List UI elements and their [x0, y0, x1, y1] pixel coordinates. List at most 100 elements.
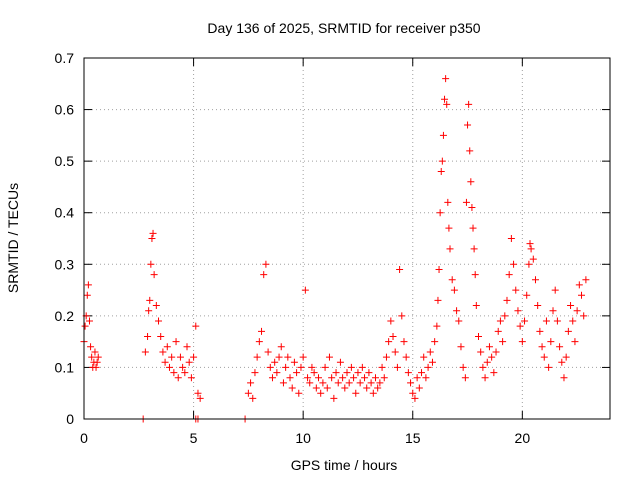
data-point — [402, 353, 410, 361]
data-point — [409, 389, 417, 397]
data-point — [176, 353, 184, 361]
data-point — [93, 358, 101, 366]
data-point — [529, 255, 537, 263]
x-tick-label: 10 — [295, 430, 311, 446]
data-point — [413, 374, 421, 382]
x-axis-label: GPS time / hours — [291, 457, 398, 473]
data-point — [321, 363, 329, 371]
data-point — [424, 363, 432, 371]
data-point — [163, 343, 171, 351]
data-point — [527, 245, 535, 253]
data-point — [356, 379, 364, 387]
data-point — [152, 302, 160, 310]
data-point — [190, 353, 198, 361]
data-point — [573, 307, 581, 315]
data-point — [453, 307, 461, 315]
data-point — [275, 353, 283, 361]
data-point — [183, 343, 191, 351]
data-point — [455, 317, 463, 325]
chart-title: Day 136 of 2025, SRMTID for receiver p35… — [207, 20, 480, 36]
data-point — [553, 317, 561, 325]
y-tick-label: 0.5 — [55, 153, 75, 169]
data-point — [312, 384, 320, 392]
data-point — [91, 348, 99, 356]
data-point — [299, 353, 307, 361]
data-point — [475, 332, 482, 340]
data-point — [94, 353, 102, 361]
data-point — [396, 265, 404, 273]
data-point — [378, 363, 386, 371]
data-point — [462, 198, 470, 206]
data-point — [582, 276, 590, 284]
data-point — [438, 157, 446, 165]
data-point — [441, 95, 449, 103]
data-point — [446, 245, 454, 253]
y-tick-label: 0.2 — [55, 308, 75, 324]
data-point — [361, 374, 369, 382]
data-point — [415, 384, 423, 392]
data-point — [380, 374, 388, 382]
data-point — [470, 245, 478, 253]
data-point — [420, 353, 428, 361]
data-point — [545, 363, 553, 371]
plot-frame — [83, 57, 611, 420]
data-point — [512, 286, 520, 294]
data-point — [317, 389, 325, 397]
data-point — [297, 363, 305, 371]
data-point — [161, 358, 169, 366]
data-point — [411, 394, 419, 402]
data-point — [464, 121, 472, 129]
data-point — [567, 302, 575, 310]
data-point — [293, 369, 301, 377]
data-point — [341, 384, 349, 392]
data-point — [534, 302, 542, 310]
data-point — [551, 286, 559, 294]
data-point — [374, 384, 382, 392]
data-point — [466, 147, 474, 155]
data-point — [450, 286, 458, 294]
data-point — [569, 317, 577, 325]
data-point — [187, 374, 195, 382]
data-point — [367, 379, 375, 387]
data-point — [560, 374, 568, 382]
data-point — [443, 100, 451, 108]
data-point — [144, 332, 152, 340]
data-point — [149, 229, 157, 237]
data-point — [499, 338, 507, 346]
data-point — [428, 358, 436, 366]
data-point — [141, 348, 149, 356]
data-point — [304, 374, 312, 382]
data-point — [514, 307, 522, 315]
data-point — [467, 178, 475, 186]
x-tick-label: 0 — [80, 430, 88, 446]
data-point — [295, 389, 303, 397]
data-point — [83, 291, 91, 299]
data-point — [332, 369, 340, 377]
data-point — [268, 374, 276, 382]
data-point — [433, 322, 441, 330]
y-axis-label: SRMTID / TECUs — [5, 183, 21, 293]
data-point — [339, 374, 347, 382]
data-point — [521, 317, 529, 325]
data-point — [398, 312, 406, 320]
data-point — [503, 296, 511, 304]
data-point — [284, 353, 292, 361]
data-point — [393, 363, 401, 371]
data-point — [469, 224, 477, 232]
data-point — [247, 379, 255, 387]
data-point — [510, 260, 518, 268]
data-point — [185, 358, 193, 366]
data-point — [542, 317, 550, 325]
data-point — [174, 374, 182, 382]
data-point — [264, 348, 272, 356]
data-point — [358, 363, 366, 371]
data-point — [485, 343, 493, 351]
data-point — [391, 348, 399, 356]
data-point — [288, 384, 296, 392]
data-point — [490, 369, 498, 377]
y-tick-label: 0.4 — [55, 205, 75, 221]
data-point — [531, 276, 539, 284]
y-tick-label: 0.6 — [55, 102, 75, 118]
data-point — [92, 363, 100, 371]
data-point — [363, 384, 371, 392]
